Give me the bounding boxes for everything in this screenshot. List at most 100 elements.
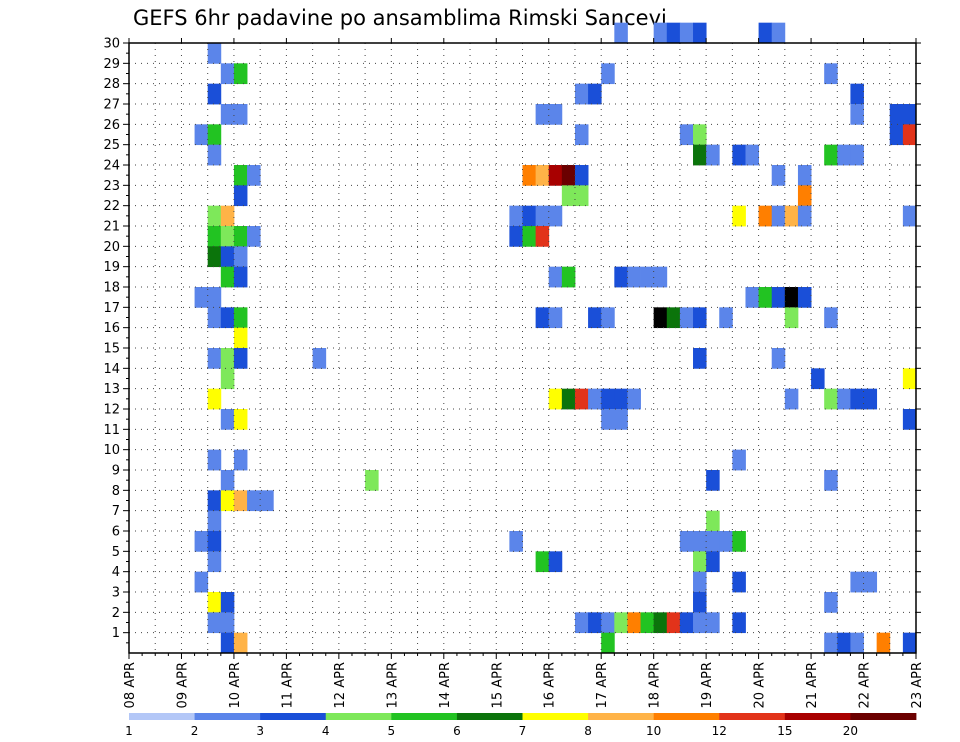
heatmap-cell bbox=[797, 185, 812, 207]
x-tick-label: 13 APR bbox=[385, 662, 400, 708]
y-tick-label: 7 bbox=[112, 504, 120, 519]
heatmap-cell bbox=[653, 307, 668, 329]
heatmap-cell bbox=[627, 266, 641, 288]
heatmap-cell bbox=[771, 348, 786, 369]
heatmap-cell bbox=[207, 449, 222, 471]
colorbar-label: 8 bbox=[584, 724, 592, 738]
heatmap-cell bbox=[601, 409, 615, 430]
heatmap-cell bbox=[693, 144, 707, 166]
heatmap-cell bbox=[233, 348, 248, 369]
heatmap-cell bbox=[902, 632, 917, 654]
heatmap-cell bbox=[207, 246, 222, 268]
heatmap-cell bbox=[233, 226, 248, 247]
heatmap-cell bbox=[535, 104, 550, 125]
heatmap-cell bbox=[732, 449, 746, 471]
heatmap-cell bbox=[732, 571, 746, 593]
heatmap-cell bbox=[693, 551, 707, 573]
x-tick-label: 17 APR bbox=[595, 662, 610, 708]
x-tick-label: 12 APR bbox=[333, 662, 348, 708]
y-tick-label: 19 bbox=[103, 260, 120, 275]
heatmap-cell bbox=[850, 104, 864, 125]
y-tick-label: 8 bbox=[112, 484, 120, 499]
heatmap-cell bbox=[220, 246, 235, 268]
heatmap-cell bbox=[666, 612, 681, 634]
heatmap-cell bbox=[233, 63, 248, 85]
heatmap-cell bbox=[207, 124, 222, 146]
heatmap-cells bbox=[194, 22, 917, 654]
heatmap-cell bbox=[220, 409, 235, 430]
heatmap-cell bbox=[758, 22, 773, 44]
heatmap-cell bbox=[312, 348, 327, 369]
colorbar-label: 15 bbox=[777, 724, 792, 738]
heatmap-cell bbox=[902, 124, 917, 146]
heatmap-cell bbox=[220, 368, 235, 390]
heatmap-cell bbox=[561, 185, 576, 207]
colorbar-swatch bbox=[129, 713, 195, 720]
colorbar-label: 7 bbox=[519, 724, 527, 738]
heatmap-cell bbox=[207, 490, 222, 512]
heatmap-cell bbox=[207, 43, 222, 64]
heatmap-cell bbox=[233, 409, 248, 430]
heatmap-cell bbox=[653, 612, 668, 634]
heatmap-cell bbox=[614, 388, 628, 410]
heatmap-cell bbox=[601, 307, 615, 329]
heatmap-cell bbox=[574, 83, 589, 105]
colorbar-label: 5 bbox=[388, 724, 396, 738]
heatmap-cell bbox=[548, 266, 563, 288]
heatmap-cell bbox=[758, 205, 773, 227]
x-tick-label: 18 APR bbox=[648, 662, 663, 708]
heatmap-cell bbox=[679, 531, 694, 552]
x-axis: 08 APR 09 APR 10 APR 11 APR 12 APR 13 APR 14 A… bbox=[123, 38, 925, 708]
heatmap-cell bbox=[850, 571, 864, 593]
heatmap-cell bbox=[706, 531, 720, 552]
heatmap-cell bbox=[220, 612, 235, 634]
heatmap-cell bbox=[719, 307, 733, 329]
heatmap-cell bbox=[247, 490, 261, 512]
y-tick-label: 30 bbox=[103, 37, 120, 52]
heatmap-cell bbox=[693, 612, 707, 634]
heatmap-cell bbox=[811, 368, 825, 390]
heatmap-cell bbox=[207, 307, 222, 329]
heatmap-cell bbox=[509, 531, 523, 552]
heatmap-cell bbox=[758, 287, 773, 308]
heatmap-cell bbox=[824, 63, 838, 85]
colorbar-swatch bbox=[391, 713, 458, 720]
heatmap-cell bbox=[693, 307, 707, 329]
heatmap-cell bbox=[902, 205, 917, 227]
heatmap-cell bbox=[548, 205, 563, 227]
heatmap-cell bbox=[220, 266, 235, 288]
heatmap-cell bbox=[574, 165, 589, 186]
heatmap-cell bbox=[614, 612, 628, 634]
heatmap-cell bbox=[522, 205, 537, 227]
heatmap-cell bbox=[824, 470, 838, 491]
heatmap-cell bbox=[784, 388, 799, 410]
colorbar-swatch bbox=[456, 713, 523, 720]
heatmap-cell bbox=[588, 612, 602, 634]
y-tick-label: 16 bbox=[103, 321, 120, 336]
heatmap-cell bbox=[535, 226, 550, 247]
heatmap-cell bbox=[561, 165, 576, 186]
x-tick-label: 19 APR bbox=[700, 662, 715, 708]
y-tick-label: 25 bbox=[103, 138, 120, 153]
heatmap-cell bbox=[640, 612, 655, 634]
heatmap-cell bbox=[889, 104, 904, 125]
x-tick-label: 08 APR bbox=[123, 662, 138, 708]
heatmap-cell bbox=[220, 104, 235, 125]
heatmap-cell bbox=[706, 551, 720, 573]
heatmap-cell bbox=[784, 307, 799, 329]
y-tick-label: 21 bbox=[103, 220, 120, 235]
heatmap-cell bbox=[837, 388, 851, 410]
x-tick-label: 20 APR bbox=[753, 662, 768, 708]
heatmap-cell bbox=[863, 388, 878, 410]
y-tick-label: 26 bbox=[103, 118, 120, 133]
y-tick-label: 11 bbox=[103, 423, 120, 438]
y-tick-label: 4 bbox=[112, 565, 120, 580]
heatmap-cell bbox=[627, 612, 641, 634]
heatmap-cell bbox=[207, 510, 222, 532]
colorbar-swatch bbox=[850, 713, 917, 720]
colorbar-swatch bbox=[784, 713, 851, 720]
heatmap-cell bbox=[220, 205, 235, 227]
heatmap-cell bbox=[207, 551, 222, 573]
heatmap-cell bbox=[837, 632, 851, 654]
